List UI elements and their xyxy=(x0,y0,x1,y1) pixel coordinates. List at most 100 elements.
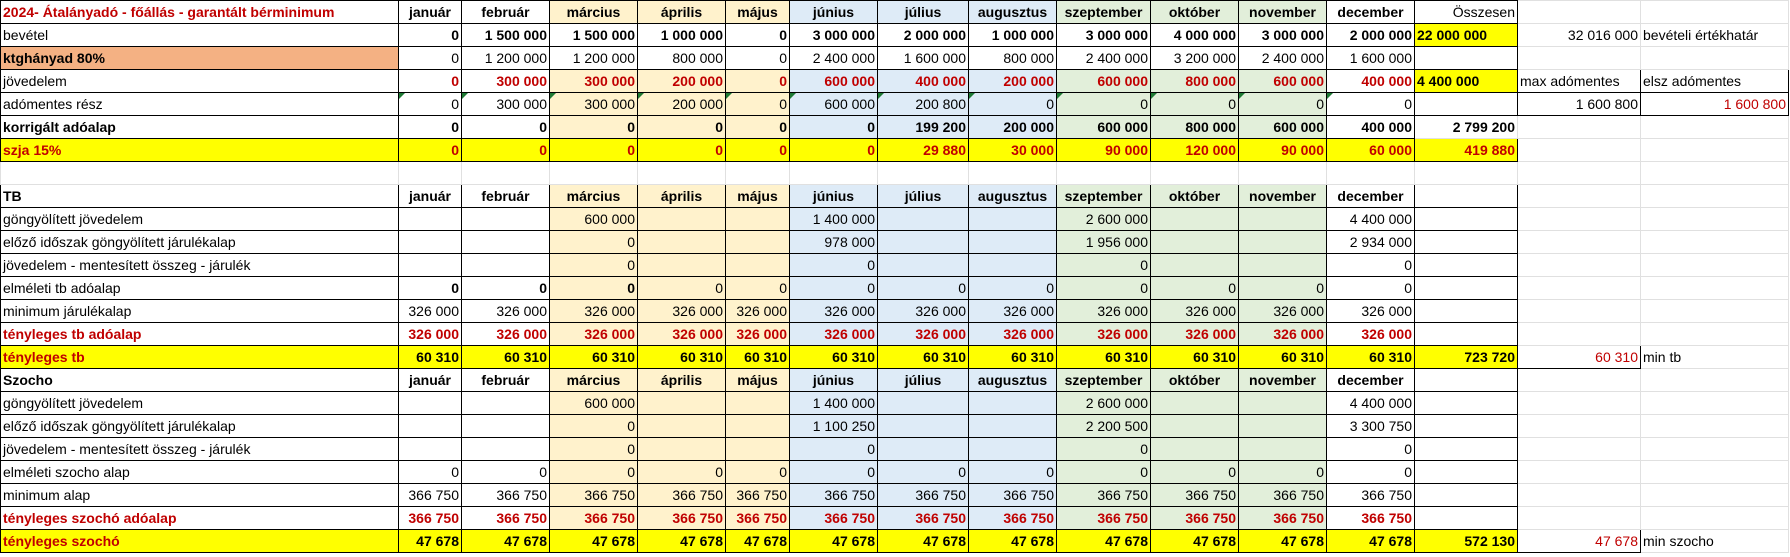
extra-cell[interactable] xyxy=(1517,299,1641,323)
month-cell[interactable]: 600 000 xyxy=(1238,69,1327,93)
month-cell[interactable]: 366 750 xyxy=(725,506,790,530)
month-cell[interactable]: 1 600 000 xyxy=(1326,46,1415,70)
month-cell[interactable]: 326 000 xyxy=(725,299,790,323)
total-cell[interactable] xyxy=(1414,368,1518,392)
month-cell[interactable] xyxy=(461,391,550,415)
month-cell[interactable]: 366 750 xyxy=(789,483,878,507)
total-cell[interactable]: 723 720 xyxy=(1414,345,1518,369)
extra-cell[interactable] xyxy=(1517,161,1641,185)
month-cell[interactable]: 300 000 xyxy=(461,69,550,93)
extra-cell[interactable]: 1 600 800 xyxy=(1640,92,1789,116)
month-cell[interactable]: 60 310 xyxy=(549,345,638,369)
month-cell[interactable]: 0 xyxy=(1326,92,1415,116)
month-cell[interactable]: 0 xyxy=(1326,437,1415,461)
month-cell[interactable]: 0 xyxy=(725,115,790,139)
month-cell[interactable]: szeptember xyxy=(1056,184,1151,208)
extra-cell[interactable] xyxy=(1640,299,1789,323)
month-cell[interactable]: 90 000 xyxy=(1056,138,1151,162)
extra-cell[interactable] xyxy=(1517,184,1641,208)
month-cell[interactable] xyxy=(398,391,462,415)
month-cell[interactable]: 326 000 xyxy=(1326,299,1415,323)
month-cell[interactable]: 2 400 000 xyxy=(1056,46,1151,70)
extra-cell[interactable] xyxy=(1640,506,1789,530)
month-cell[interactable] xyxy=(398,230,462,254)
month-cell[interactable]: november xyxy=(1238,184,1327,208)
month-cell[interactable]: augusztus xyxy=(968,0,1057,24)
month-cell[interactable]: 4 400 000 xyxy=(1326,391,1415,415)
extra-cell[interactable] xyxy=(1640,253,1789,277)
month-cell[interactable]: 326 000 xyxy=(877,322,969,346)
month-cell[interactable] xyxy=(877,207,969,231)
month-cell[interactable]: április xyxy=(637,368,726,392)
extra-cell[interactable] xyxy=(1640,437,1789,461)
month-cell[interactable]: 60 310 xyxy=(789,345,878,369)
month-cell[interactable]: 800 000 xyxy=(1150,69,1239,93)
total-cell[interactable] xyxy=(1414,299,1518,323)
month-cell[interactable]: 4 400 000 xyxy=(1326,207,1415,231)
extra-cell[interactable]: min szocho xyxy=(1640,529,1789,553)
month-cell[interactable] xyxy=(1150,253,1239,277)
month-cell[interactable]: február xyxy=(461,0,550,24)
month-cell[interactable] xyxy=(968,161,1057,185)
month-cell[interactable]: 200 000 xyxy=(637,69,726,93)
row-label-cell[interactable]: előző időszak göngyölített járulékalap xyxy=(0,230,399,254)
month-cell[interactable]: 0 xyxy=(1150,460,1239,484)
month-cell[interactable]: 366 750 xyxy=(968,483,1057,507)
extra-cell[interactable] xyxy=(1517,0,1641,24)
month-cell[interactable]: 0 xyxy=(1056,253,1151,277)
month-cell[interactable]: 0 xyxy=(549,414,638,438)
month-cell[interactable]: 326 000 xyxy=(1150,322,1239,346)
month-cell[interactable]: január xyxy=(398,0,462,24)
month-cell[interactable]: január xyxy=(398,368,462,392)
month-cell[interactable]: november xyxy=(1238,368,1327,392)
month-cell[interactable]: 326 000 xyxy=(1238,322,1327,346)
month-cell[interactable]: 0 xyxy=(1326,276,1415,300)
month-cell[interactable]: 326 000 xyxy=(637,299,726,323)
month-cell[interactable]: 800 000 xyxy=(968,46,1057,70)
extra-cell[interactable] xyxy=(1517,230,1641,254)
month-cell[interactable] xyxy=(968,414,1057,438)
month-cell[interactable]: 326 000 xyxy=(549,322,638,346)
month-cell[interactable]: 0 xyxy=(461,138,550,162)
row-label-cell[interactable] xyxy=(0,161,399,185)
month-cell[interactable]: 0 xyxy=(877,460,969,484)
month-cell[interactable] xyxy=(968,207,1057,231)
month-cell[interactable]: 300 000 xyxy=(549,69,638,93)
extra-cell[interactable] xyxy=(1517,138,1641,162)
month-cell[interactable]: 60 310 xyxy=(1056,345,1151,369)
month-cell[interactable]: 326 000 xyxy=(1056,322,1151,346)
month-cell[interactable]: 2 600 000 xyxy=(1056,207,1151,231)
row-label-cell[interactable]: tényleges szochó xyxy=(0,529,399,553)
month-cell[interactable]: 2 400 000 xyxy=(789,46,878,70)
month-cell[interactable]: 0 xyxy=(549,460,638,484)
month-cell[interactable] xyxy=(1150,391,1239,415)
month-cell[interactable]: április xyxy=(637,0,726,24)
month-cell[interactable] xyxy=(637,414,726,438)
month-cell[interactable]: 600 000 xyxy=(1056,69,1151,93)
total-cell[interactable] xyxy=(1414,253,1518,277)
month-cell[interactable]: 800 000 xyxy=(637,46,726,70)
month-cell[interactable]: 60 000 xyxy=(1326,138,1415,162)
month-cell[interactable]: 600 000 xyxy=(789,92,878,116)
month-cell[interactable]: december xyxy=(1326,368,1415,392)
month-cell[interactable]: 0 xyxy=(549,276,638,300)
month-cell[interactable] xyxy=(637,253,726,277)
extra-cell[interactable] xyxy=(1517,483,1641,507)
month-cell[interactable] xyxy=(637,207,726,231)
month-cell[interactable] xyxy=(461,253,550,277)
month-cell[interactable]: 0 xyxy=(789,138,878,162)
total-cell[interactable] xyxy=(1414,207,1518,231)
month-cell[interactable] xyxy=(968,437,1057,461)
month-cell[interactable]: 30 000 xyxy=(968,138,1057,162)
month-cell[interactable]: 47 678 xyxy=(725,529,790,553)
total-cell[interactable] xyxy=(1414,230,1518,254)
month-cell[interactable]: október xyxy=(1150,0,1239,24)
month-cell[interactable]: 199 200 xyxy=(877,115,969,139)
month-cell[interactable]: 0 xyxy=(637,276,726,300)
month-cell[interactable]: 0 xyxy=(789,437,878,461)
month-cell[interactable] xyxy=(1238,207,1327,231)
row-label-cell[interactable]: minimum alap xyxy=(0,483,399,507)
month-cell[interactable] xyxy=(637,391,726,415)
month-cell[interactable]: 326 000 xyxy=(398,322,462,346)
month-cell[interactable]: október xyxy=(1150,368,1239,392)
